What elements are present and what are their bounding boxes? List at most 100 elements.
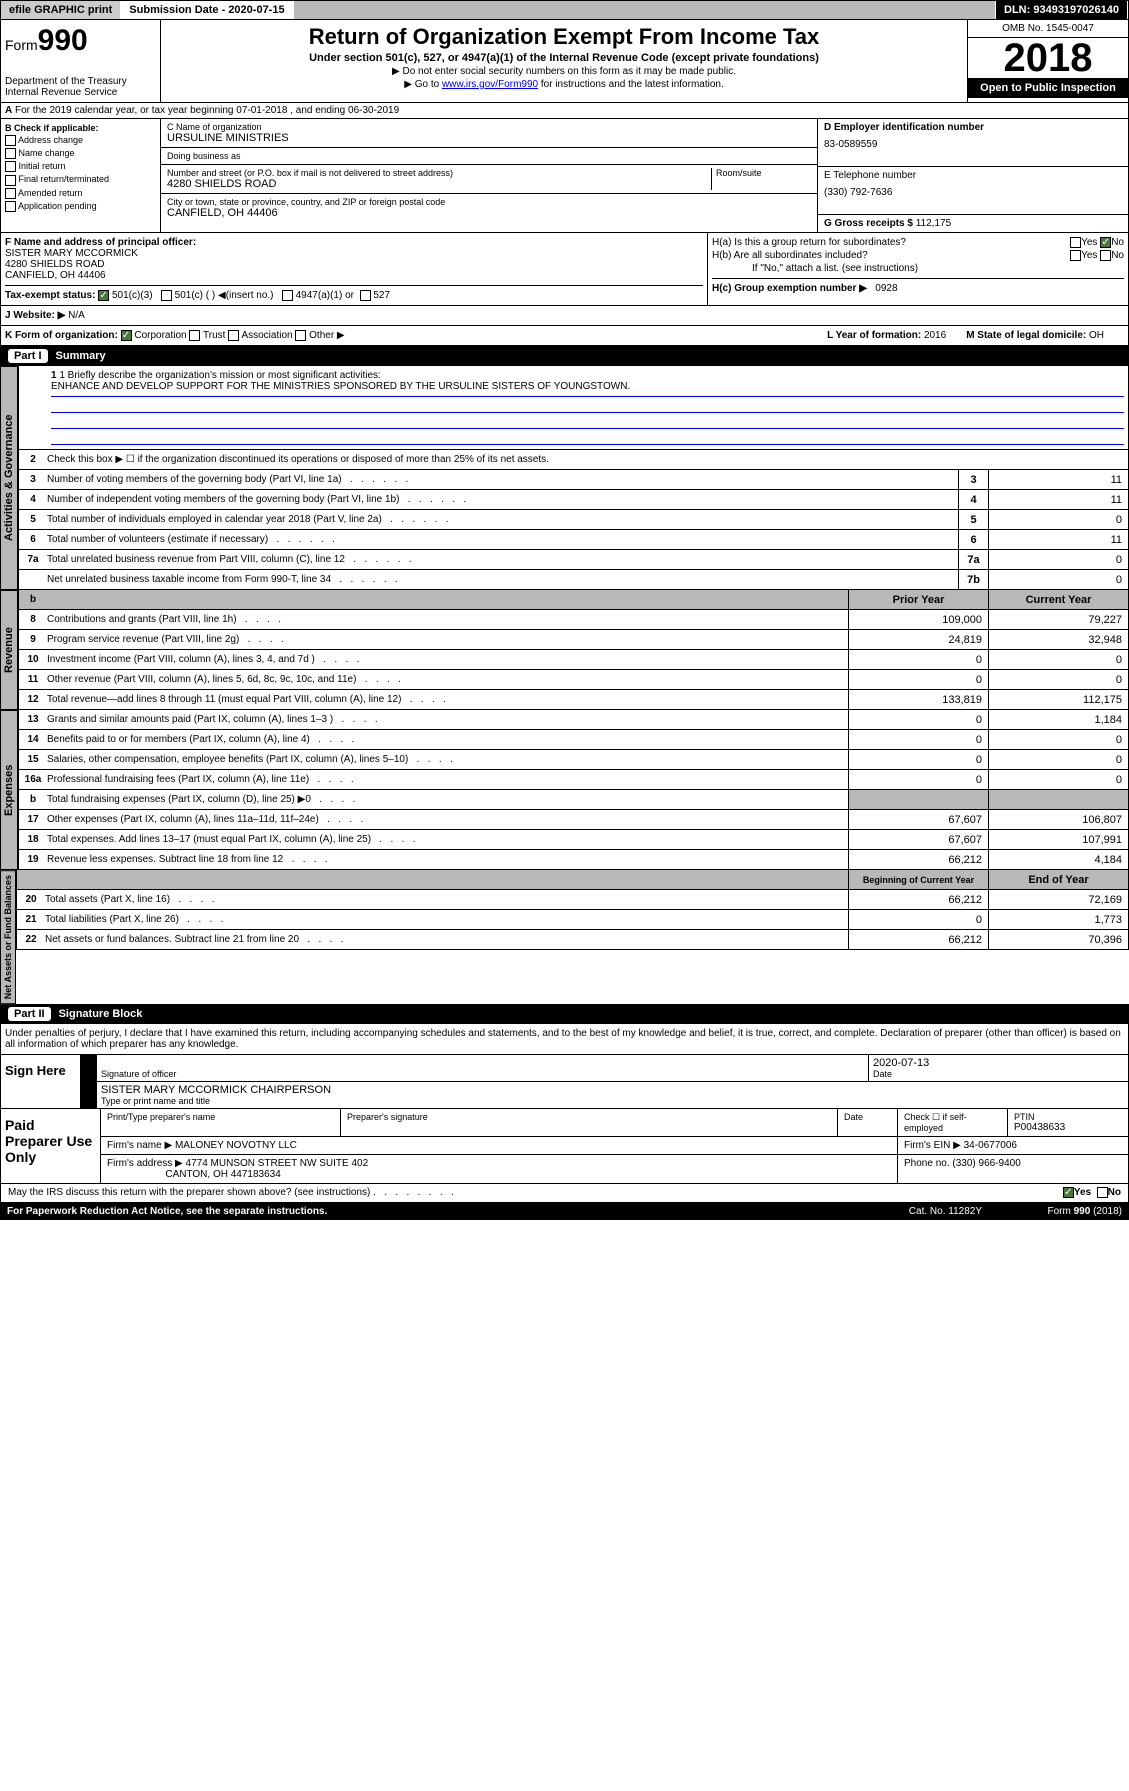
- cb-trust[interactable]: [189, 330, 200, 341]
- cb-initial[interactable]: Initial return: [5, 161, 156, 172]
- form-header: Form990 Department of the Treasury Inter…: [0, 20, 1129, 103]
- footer: For Paperwork Reduction Act Notice, see …: [0, 1203, 1129, 1220]
- cb-assoc[interactable]: [228, 330, 239, 341]
- cb-name[interactable]: Name change: [5, 148, 156, 159]
- ha-no[interactable]: ✓: [1100, 237, 1111, 248]
- cb-final[interactable]: Final return/terminated: [5, 174, 156, 185]
- line-row: 9Program service revenue (Part VIII, lin…: [18, 630, 1129, 650]
- ha-yes[interactable]: [1070, 237, 1081, 248]
- section-bcdefg: B Check if applicable: Address change Na…: [0, 119, 1129, 233]
- part1-header: Part I Summary: [0, 346, 1129, 366]
- main-title: Return of Organization Exempt From Incom…: [165, 24, 963, 50]
- year-header-row: b Prior Year Current Year: [18, 590, 1129, 610]
- col-defg: D Employer identification number 83-0589…: [818, 119, 1128, 232]
- tax-year: 2018: [968, 38, 1128, 78]
- col-f: F Name and address of principal officer:…: [1, 233, 708, 305]
- addr-row: Number and street (or P.O. box if mail i…: [161, 165, 817, 194]
- revenue-section: Revenue b Prior Year Current Year 8Contr…: [0, 590, 1129, 710]
- line-row: bTotal fundraising expenses (Part IX, co…: [18, 790, 1129, 810]
- hb-yes[interactable]: [1070, 250, 1081, 261]
- line-row: 5Total number of individuals employed in…: [18, 510, 1129, 530]
- sign-here-section: Sign Here Signature of officer 2020-07-1…: [0, 1055, 1129, 1109]
- line-row: 19Revenue less expenses. Subtract line 1…: [18, 850, 1129, 870]
- discuss-yes[interactable]: ✓: [1063, 1187, 1074, 1198]
- sig-arrow-icon: [81, 1082, 97, 1108]
- h-a-row: H(a) Is this a group return for subordin…: [712, 237, 1124, 248]
- ein-row: D Employer identification number 83-0589…: [818, 119, 1128, 167]
- line-row: 10Investment income (Part VIII, column (…: [18, 650, 1129, 670]
- form990-link[interactable]: www.irs.gov/Form990: [442, 79, 538, 90]
- line-row: 4Number of independent voting members of…: [18, 490, 1129, 510]
- line-row: 17Other expenses (Part IX, column (A), l…: [18, 810, 1129, 830]
- note-goto: ▶ Go to www.irs.gov/Form990 for instruct…: [165, 79, 963, 90]
- h-b-row: H(b) Are all subordinates included? Yes …: [712, 250, 1124, 261]
- submission-date: Submission Date - 2020-07-15: [121, 1, 293, 19]
- declaration: Under penalties of perjury, I declare th…: [0, 1024, 1129, 1055]
- header-spacer: [294, 1, 996, 19]
- header-bar: efile GRAPHIC print Submission Date - 20…: [0, 0, 1129, 20]
- col-h: H(a) Is this a group return for subordin…: [708, 233, 1128, 305]
- city-row: City or town, state or province, country…: [161, 194, 817, 222]
- efile-button[interactable]: efile GRAPHIC print: [1, 1, 121, 19]
- dln: DLN: 93493197026140: [996, 1, 1128, 19]
- h-c-row: H(c) Group exemption number ▶ 0928: [712, 278, 1124, 294]
- tax-exempt-row: Tax-exempt status: ✓ 501(c)(3) 501(c) ( …: [5, 285, 703, 301]
- line-row: 15Salaries, other compensation, employee…: [18, 750, 1129, 770]
- cb-address[interactable]: Address change: [5, 135, 156, 146]
- expenses-label: Expenses: [0, 710, 18, 870]
- netassets-label: Net Assets or Fund Balances: [0, 870, 16, 1004]
- dept-treasury: Department of the Treasury Internal Reve…: [5, 76, 156, 98]
- part2-header: Part II Signature Block: [0, 1004, 1129, 1024]
- line-row: 11Other revenue (Part VIII, column (A), …: [18, 670, 1129, 690]
- sign-here-label: Sign Here: [1, 1055, 81, 1108]
- cb-4947[interactable]: [282, 290, 293, 301]
- expenses-section: Expenses 13Grants and similar amounts pa…: [0, 710, 1129, 870]
- cb-501c3[interactable]: ✓: [98, 290, 109, 301]
- line-row: 16aProfessional fundraising fees (Part I…: [18, 770, 1129, 790]
- cb-corp[interactable]: ✓: [121, 330, 132, 341]
- netassets-header-row: Beginning of Current Year End of Year: [16, 870, 1129, 890]
- cb-pending[interactable]: Application pending: [5, 201, 156, 212]
- form-header-left: Form990 Department of the Treasury Inter…: [1, 20, 161, 102]
- cb-other[interactable]: [295, 330, 306, 341]
- cb-amended[interactable]: Amended return: [5, 188, 156, 199]
- gross-row: G Gross receipts $ 112,175: [818, 215, 1128, 232]
- mission-box: 1 1 Briefly describe the organization's …: [18, 366, 1129, 450]
- row-fh: F Name and address of principal officer:…: [0, 233, 1129, 306]
- discuss-row: May the IRS discuss this return with the…: [0, 1184, 1129, 1202]
- line-row: 2Check this box ▶ ☐ if the organization …: [18, 450, 1129, 470]
- preparer-section: Paid Preparer Use Only Print/Type prepar…: [0, 1109, 1129, 1184]
- discuss-no[interactable]: [1097, 1187, 1108, 1198]
- form-header-center: Return of Organization Exempt From Incom…: [161, 20, 968, 102]
- cb-527[interactable]: [360, 290, 371, 301]
- sig-arrow-icon: [81, 1055, 97, 1081]
- line-row: 7aTotal unrelated business revenue from …: [18, 550, 1129, 570]
- form-header-right: OMB No. 1545-0047 2018 Open to Public In…: [968, 20, 1128, 102]
- form-number: Form990: [5, 24, 156, 58]
- line-row: 14Benefits paid to or for members (Part …: [18, 730, 1129, 750]
- line-row: 13Grants and similar amounts paid (Part …: [18, 710, 1129, 730]
- line-row: 8Contributions and grants (Part VIII, li…: [18, 610, 1129, 630]
- open-public: Open to Public Inspection: [968, 78, 1128, 98]
- netassets-section: Net Assets or Fund Balances Beginning of…: [0, 870, 1129, 1004]
- hb-no[interactable]: [1100, 250, 1111, 261]
- subtitle: Under section 501(c), 527, or 4947(a)(1)…: [165, 52, 963, 64]
- dba-row: Doing business as: [161, 148, 817, 165]
- org-name-row: C Name of organization URSULINE MINISTRI…: [161, 119, 817, 148]
- row-j: J Website: ▶ N/A: [0, 306, 1129, 326]
- governance-label: Activities & Governance: [0, 366, 18, 590]
- col-c: C Name of organization URSULINE MINISTRI…: [161, 119, 818, 232]
- revenue-label: Revenue: [0, 590, 18, 710]
- cb-501c[interactable]: [161, 290, 172, 301]
- phone-row: E Telephone number (330) 792-7636: [818, 167, 1128, 215]
- row-a: A For the 2019 calendar year, or tax yea…: [0, 103, 1129, 119]
- line-row: Net unrelated business taxable income fr…: [18, 570, 1129, 590]
- line-row: 3Number of voting members of the governi…: [18, 470, 1129, 490]
- line-row: 12Total revenue—add lines 8 through 11 (…: [18, 690, 1129, 710]
- col-b: B Check if applicable: Address change Na…: [1, 119, 161, 232]
- line-row: 20Total assets (Part X, line 16) . . . .…: [16, 890, 1129, 910]
- line-row: 22Net assets or fund balances. Subtract …: [16, 930, 1129, 950]
- paid-preparer-label: Paid Preparer Use Only: [1, 1109, 101, 1183]
- col-b-label: B Check if applicable:: [5, 123, 156, 133]
- note-ssn: ▶ Do not enter social security numbers o…: [165, 66, 963, 77]
